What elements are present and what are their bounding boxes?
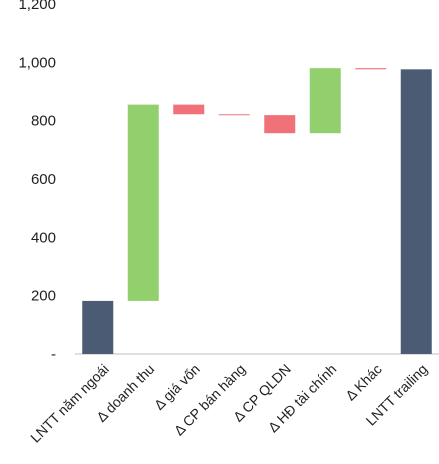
y-tick-label: 800	[31, 113, 56, 130]
bar-decrease	[355, 68, 387, 70]
bar-decrease	[218, 114, 250, 116]
x-tick-label: LNTT năm ngoái	[27, 361, 112, 446]
bar-decrease	[173, 104, 205, 115]
x-tick-label: Δ Khác	[342, 361, 385, 404]
y-tick-label: 1,200	[18, 0, 56, 13]
y-tick-label: 200	[31, 288, 56, 305]
y-tick-label: 400	[31, 229, 56, 246]
y-axis-labels: - 200 400 600 800 1,000 1,200	[18, 0, 56, 363]
bar-decrease	[264, 115, 296, 134]
bars	[82, 68, 432, 354]
bar-increase	[309, 68, 341, 134]
bar-increase	[127, 104, 159, 301]
y-tick-label: -	[51, 346, 56, 363]
bar-total	[400, 69, 432, 354]
bar-total	[82, 300, 114, 354]
y-tick-label: 1,000	[18, 54, 56, 71]
y-tick-label: 600	[31, 171, 56, 188]
